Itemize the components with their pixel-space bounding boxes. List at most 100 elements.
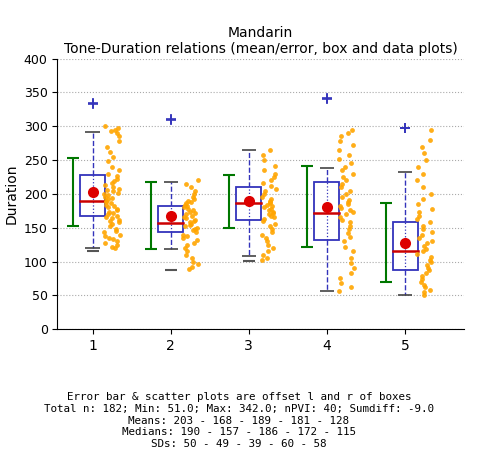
Point [424, 264, 432, 271]
Point [186, 208, 194, 215]
Point [335, 146, 343, 153]
Point [424, 261, 431, 268]
Point [106, 223, 114, 230]
Point [415, 235, 423, 242]
Point [261, 156, 268, 164]
Point [108, 194, 116, 202]
Point [112, 226, 120, 233]
Point [269, 209, 276, 216]
Point [183, 241, 191, 248]
Point [346, 207, 354, 214]
Point [343, 211, 350, 218]
Point [194, 177, 202, 184]
Point [113, 212, 121, 219]
Point [193, 224, 201, 231]
Point [268, 195, 275, 202]
Point [345, 151, 353, 158]
Point [419, 184, 426, 191]
Point [418, 273, 426, 280]
Point [346, 196, 353, 203]
Point [415, 208, 423, 216]
Point [103, 186, 111, 193]
Point [190, 239, 197, 246]
Point [189, 207, 197, 214]
Point [100, 229, 108, 236]
Title: Mandarin
Tone-Duration relations (mean/error, box and data plots): Mandarin Tone-Duration relations (mean/e… [64, 26, 457, 56]
Point [421, 284, 429, 291]
Point [108, 163, 115, 170]
Point [413, 215, 421, 222]
Bar [392, 222, 418, 270]
Point [187, 198, 195, 206]
Point [182, 200, 190, 207]
Point [104, 192, 112, 199]
Point [427, 258, 435, 266]
Point [418, 278, 425, 285]
Point [186, 219, 194, 226]
Bar [158, 206, 183, 233]
Point [424, 240, 431, 247]
Point [348, 126, 356, 133]
Point [266, 223, 274, 230]
Point [420, 289, 428, 296]
Point [428, 229, 435, 236]
Point [346, 234, 354, 241]
Point [180, 204, 188, 211]
Point [339, 173, 347, 180]
Point [113, 207, 121, 214]
Point [336, 202, 344, 210]
Point [189, 263, 196, 271]
Point [110, 202, 118, 210]
Point [111, 244, 119, 252]
Point [107, 127, 115, 134]
Point [115, 219, 122, 226]
Point [107, 217, 114, 225]
Point [347, 259, 354, 267]
Point [420, 226, 427, 233]
Point [266, 200, 274, 207]
Point [418, 231, 426, 239]
Point [112, 227, 120, 235]
Point [192, 226, 199, 233]
Point [185, 265, 193, 272]
Point [420, 150, 428, 157]
Point [113, 241, 121, 248]
Point [419, 143, 426, 150]
Point [113, 173, 121, 180]
Point [348, 254, 355, 261]
Point [189, 193, 196, 200]
Point [337, 184, 345, 191]
Point [415, 212, 423, 219]
Point [109, 235, 117, 243]
Point [101, 239, 109, 246]
Point [109, 209, 117, 216]
Point [420, 281, 428, 288]
Point [114, 124, 121, 132]
Point [342, 177, 349, 184]
Point [420, 291, 427, 299]
Point [109, 188, 117, 195]
Point [338, 166, 346, 173]
Bar [236, 187, 261, 220]
Point [414, 163, 422, 170]
Point [115, 138, 122, 145]
Point [190, 258, 197, 265]
Point [269, 244, 277, 252]
Point [262, 235, 270, 242]
Point [115, 185, 122, 192]
Point [337, 133, 345, 140]
Point [413, 250, 421, 258]
Point [184, 232, 191, 239]
Point [413, 177, 421, 184]
Point [192, 229, 200, 236]
Point [113, 238, 120, 245]
Point [106, 148, 114, 156]
Point [111, 126, 119, 133]
Point [194, 261, 201, 268]
Point [414, 200, 422, 207]
Point [258, 231, 266, 238]
Point [420, 222, 427, 229]
Point [113, 129, 121, 137]
Point [268, 228, 276, 235]
Point [100, 190, 108, 198]
